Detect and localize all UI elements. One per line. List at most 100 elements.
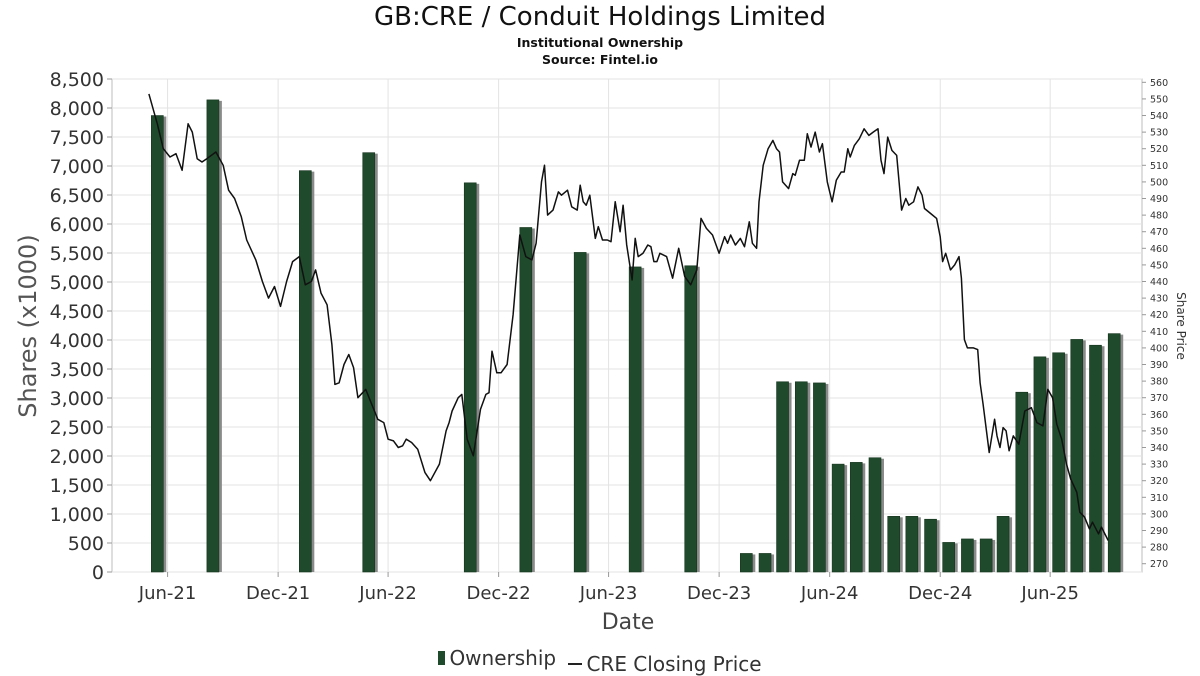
chart-title: GB:CRE / Conduit Holdings Limited xyxy=(373,2,827,32)
legend-swatch-price xyxy=(568,663,583,665)
y2-tick-label: 540 xyxy=(1150,111,1168,122)
y-tick-label: 0 xyxy=(92,562,104,584)
y-tick-label: 3,000 xyxy=(50,388,104,410)
y2-tick-label: 370 xyxy=(1150,393,1168,404)
ownership-bar xyxy=(1070,339,1084,573)
y2-tick-label: 430 xyxy=(1150,294,1168,305)
ownership-bar xyxy=(1089,344,1102,573)
y-tick-label: 5,000 xyxy=(50,272,104,294)
y2-tick-label: 380 xyxy=(1150,377,1168,388)
y-tick-label: 5,500 xyxy=(50,243,104,265)
y2-tick-label: 550 xyxy=(1150,94,1168,105)
ownership-bar xyxy=(1033,356,1047,573)
y2-tick-label: 480 xyxy=(1150,211,1168,222)
ownership-bar xyxy=(831,463,845,573)
y-tick-label: 7,500 xyxy=(50,127,104,149)
y2-tick-label: 460 xyxy=(1150,244,1168,255)
ownership-bar xyxy=(887,516,901,573)
y-tick-label: 2,000 xyxy=(50,446,104,468)
ownership-bar xyxy=(573,252,587,573)
y2-tick-label: 490 xyxy=(1150,194,1168,205)
y-tick-label: 8,000 xyxy=(50,98,104,120)
y2-tick-label: 350 xyxy=(1150,426,1168,437)
ownership-bar xyxy=(979,538,993,573)
y-tick-label: 1,500 xyxy=(50,475,104,497)
axis-layer: 0 500 1,000 1,500 2,000 2,500 3,000 3,500 4,000 4… xyxy=(50,69,1169,604)
ownership-bar xyxy=(1015,391,1029,573)
y2-tick-label: 290 xyxy=(1150,526,1168,537)
ownership-bar xyxy=(942,542,955,573)
x-tick-label: Jun-21 xyxy=(138,583,197,604)
x-tick-label: Jun-24 xyxy=(800,583,859,604)
ownership-bar xyxy=(924,518,937,573)
ownership-bar xyxy=(758,553,772,573)
legend-swatch-ownership xyxy=(438,651,446,665)
legend-item-price: CRE Closing Price xyxy=(568,652,762,676)
y2-tick-label: 410 xyxy=(1150,327,1168,338)
price-line-layer xyxy=(148,93,1109,541)
ownership-bar xyxy=(813,382,826,573)
ownership-bar xyxy=(1107,333,1121,573)
y2-tick-label: 420 xyxy=(1150,310,1168,321)
legend-label-price: CRE Closing Price xyxy=(586,652,762,676)
ownership-bar xyxy=(961,538,974,573)
y2-tick-label: 390 xyxy=(1150,360,1168,371)
x-tick-label: Jun-25 xyxy=(1020,583,1079,604)
chart-legend: Ownership CRE Closing Price xyxy=(0,646,1200,676)
y-tick-label: 6,500 xyxy=(50,185,104,207)
y2-tick-label: 510 xyxy=(1150,161,1168,172)
ownership-bar xyxy=(905,516,919,573)
y2-tick-label: 280 xyxy=(1150,543,1168,554)
x-tick-label: Jun-22 xyxy=(358,583,417,604)
ownership-bar xyxy=(740,553,753,573)
x-tick-label: Jun-23 xyxy=(579,583,638,604)
y2-tick-label: 310 xyxy=(1150,493,1168,504)
y-tick-label: 4,500 xyxy=(50,301,104,323)
y-tick-label: 7,000 xyxy=(50,156,104,178)
y2-tick-label: 520 xyxy=(1150,144,1168,155)
price-line xyxy=(148,93,1109,541)
ownership-bar xyxy=(868,457,882,573)
plot-area xyxy=(111,78,1143,573)
y2-tick-label: 270 xyxy=(1150,559,1168,570)
ownership-bar xyxy=(463,182,477,573)
chart-source: Source: Fintel.io xyxy=(542,52,658,67)
ownership-bar xyxy=(794,381,808,573)
y2-tick-label: 440 xyxy=(1150,277,1168,288)
y2-tick-label: 470 xyxy=(1150,227,1168,238)
ownership-bar xyxy=(362,152,376,573)
y-tick-label: 6,000 xyxy=(50,214,104,236)
y-tick-label: 1,000 xyxy=(50,504,104,526)
ownership-bar xyxy=(206,99,220,573)
y-tick-label: 500 xyxy=(68,533,104,555)
y2-tick-label: 340 xyxy=(1150,443,1168,454)
y2-tick-label: 330 xyxy=(1150,460,1168,471)
y-axis-title: Shares (x1000) xyxy=(14,234,42,417)
ownership-bar xyxy=(151,115,164,573)
y2-tick-label: 530 xyxy=(1150,128,1168,139)
y2-tick-label: 560 xyxy=(1150,78,1168,89)
chart-subtitle: Institutional Ownership xyxy=(516,35,684,50)
x-tick-label: Dec-21 xyxy=(246,583,310,604)
ownership-bar xyxy=(996,516,1010,573)
y2-axis-title: Share Price xyxy=(1174,292,1188,360)
legend-label-ownership: Ownership xyxy=(449,646,557,670)
y2-tick-label: 500 xyxy=(1150,177,1168,188)
grid-layer xyxy=(111,78,1143,573)
y2-tick-label: 450 xyxy=(1150,260,1168,271)
ownership-bar xyxy=(628,266,642,573)
ownership-bar xyxy=(684,265,698,573)
y2-tick-label: 320 xyxy=(1150,476,1168,487)
y-tick-label: 3,500 xyxy=(50,359,104,381)
y-tick-label: 2,500 xyxy=(50,417,104,439)
x-tick-label: Dec-23 xyxy=(687,583,751,604)
ownership-bar xyxy=(299,170,312,573)
y2-tick-label: 360 xyxy=(1150,410,1168,421)
ownership-bar xyxy=(849,462,863,573)
x-tick-label: Dec-24 xyxy=(908,583,972,604)
ownership-bar xyxy=(776,381,789,573)
x-tick-label: Dec-22 xyxy=(467,583,531,604)
ownership-bar xyxy=(1052,352,1065,573)
legend-item-ownership: Ownership xyxy=(438,646,556,670)
